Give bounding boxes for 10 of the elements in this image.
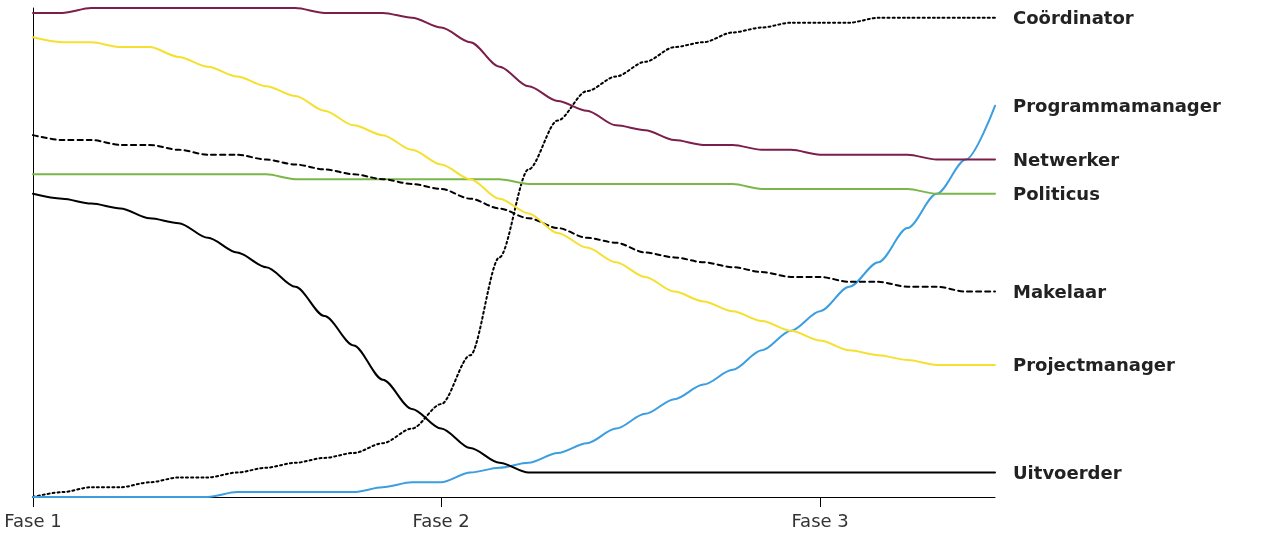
x-tick-label: Fase 3: [791, 509, 849, 531]
series-label: Netwerker: [1013, 149, 1120, 171]
series-label: Projectmanager: [1013, 354, 1176, 376]
series-label: Makelaar: [1013, 281, 1107, 303]
x-tick-label: Fase 1: [4, 509, 62, 531]
series-label: Programmamanager: [1013, 95, 1221, 117]
x-tick-label: Fase 2: [412, 509, 470, 531]
series-label: Coördinator: [1013, 7, 1134, 29]
series-label: Politicus: [1013, 183, 1100, 205]
series-label: Uitvoerder: [1013, 462, 1122, 484]
